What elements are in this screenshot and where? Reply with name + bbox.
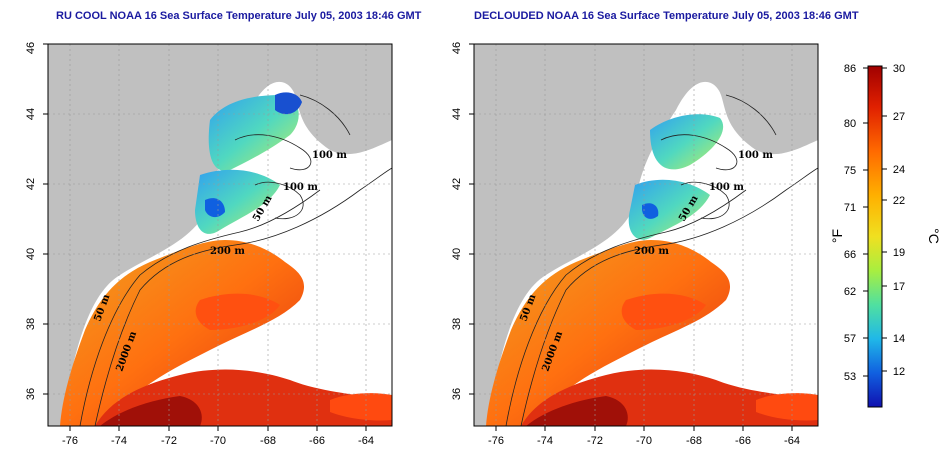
sst-warm-eddy <box>195 293 280 330</box>
y-tick-label: 36 <box>25 388 37 400</box>
sst-cold-shoal <box>642 203 659 219</box>
sst-cold-patch <box>275 92 302 115</box>
y-tick-label: 38 <box>25 318 37 330</box>
sst-map-raw: 100 m 100 m 50 m 200 m 50 m 2000 m <box>25 42 393 447</box>
x-tick-label: -72 <box>161 435 177 447</box>
graticule <box>474 44 818 426</box>
axis-ticks <box>43 43 367 431</box>
sst-hot-core <box>526 396 628 426</box>
y-tick-label: 40 <box>451 248 463 260</box>
sst-cold-shoal <box>205 198 225 218</box>
sst-warm-patch-east <box>756 393 818 421</box>
sst-warm-shelf <box>60 240 305 426</box>
map-frame <box>47 43 393 427</box>
isobath-label: 100 m <box>709 182 744 193</box>
celsius-unit-label: °C <box>926 228 942 244</box>
y-tick-label: 42 <box>451 178 463 190</box>
colorbar-tick-f: 66 <box>844 249 856 261</box>
colorbar-tick-c: 14 <box>893 333 905 345</box>
sst-cool-gulf-of-maine <box>208 95 299 171</box>
sst-warm-shelf <box>486 240 731 426</box>
y-tick-label: 46 <box>451 42 463 54</box>
colorbar-ticks <box>863 67 887 377</box>
temperature-colorbar: 86 80 75 71 66 62 57 53 30 27 24 22 19 1… <box>829 63 942 408</box>
sst-cool-georges-bank <box>628 179 710 240</box>
x-tick-label: -76 <box>488 435 504 447</box>
colorbar-tick-c: 12 <box>893 366 905 378</box>
colorbar-tick-c: 24 <box>893 164 905 176</box>
colorbar-gradient <box>867 65 883 408</box>
x-tick-label: -74 <box>537 435 553 447</box>
x-tick-label: -64 <box>784 435 800 447</box>
y-tick-label: 44 <box>25 108 37 120</box>
fahrenheit-unit-label: °F <box>829 229 845 243</box>
colorbar-tick-f: 80 <box>844 118 856 130</box>
land-mass <box>48 44 392 426</box>
colorbar-tick-f: 57 <box>844 333 856 345</box>
land-mass <box>474 44 818 426</box>
land-nova-scotia <box>726 44 818 84</box>
x-tick-label: -74 <box>111 435 127 447</box>
y-tick-label: 44 <box>451 108 463 120</box>
x-tick-label: -70 <box>210 435 226 447</box>
sst-warm-eddy <box>621 293 706 330</box>
isobath-label: 200 m <box>634 246 669 257</box>
colorbar-tick-f: 53 <box>844 371 856 383</box>
sst-hot-core <box>100 396 202 426</box>
y-tick-label: 36 <box>451 388 463 400</box>
map-title-raw: RU COOL NOAA 16 Sea Surface Temperature … <box>56 10 422 22</box>
sst-cool-georges-bank <box>195 169 280 234</box>
colorbar-tick-f: 62 <box>844 286 856 298</box>
axis-ticks <box>469 43 793 431</box>
colorbar-tick-f: 75 <box>844 165 856 177</box>
x-tick-label: -70 <box>636 435 652 447</box>
y-tick-label: 40 <box>25 248 37 260</box>
isobath-label: 200 m <box>210 246 245 257</box>
colorbar-tick-c: 27 <box>893 111 905 123</box>
x-tick-label: -72 <box>587 435 603 447</box>
sst-warm-patch-east <box>330 393 392 421</box>
map-title-declouded: DECLOUDED NOAA 16 Sea Surface Temperatur… <box>474 10 859 22</box>
y-tick-label: 46 <box>25 42 37 54</box>
graticule <box>48 44 392 426</box>
isobath-lines <box>79 94 393 427</box>
y-tick-label: 38 <box>451 318 463 330</box>
sst-cool-gulf-of-maine <box>650 114 724 170</box>
isobath-label: 100 m <box>738 150 773 161</box>
land-nova-scotia <box>300 44 392 84</box>
isobath-label: 100 m <box>312 150 347 161</box>
x-tick-label: -66 <box>309 435 325 447</box>
x-tick-label: -68 <box>260 435 276 447</box>
isobath-label: 100 m <box>283 182 318 193</box>
sst-map-declouded: 100 m 100 m 50 m 200 m 50 m 2000 m <box>451 42 819 447</box>
colorbar-tick-c: 30 <box>893 63 905 75</box>
y-tick-label: 42 <box>25 178 37 190</box>
colorbar-tick-c: 22 <box>893 195 905 207</box>
x-tick-label: -76 <box>62 435 78 447</box>
colorbar-tick-c: 17 <box>893 281 905 293</box>
isobath-lines <box>505 94 819 427</box>
x-tick-label: -68 <box>686 435 702 447</box>
colorbar-tick-f: 86 <box>844 63 856 75</box>
colorbar-tick-f: 71 <box>844 202 856 214</box>
colorbar-tick-c: 19 <box>893 247 905 259</box>
map-frame <box>473 43 819 427</box>
x-tick-label: -66 <box>735 435 751 447</box>
x-tick-label: -64 <box>358 435 374 447</box>
